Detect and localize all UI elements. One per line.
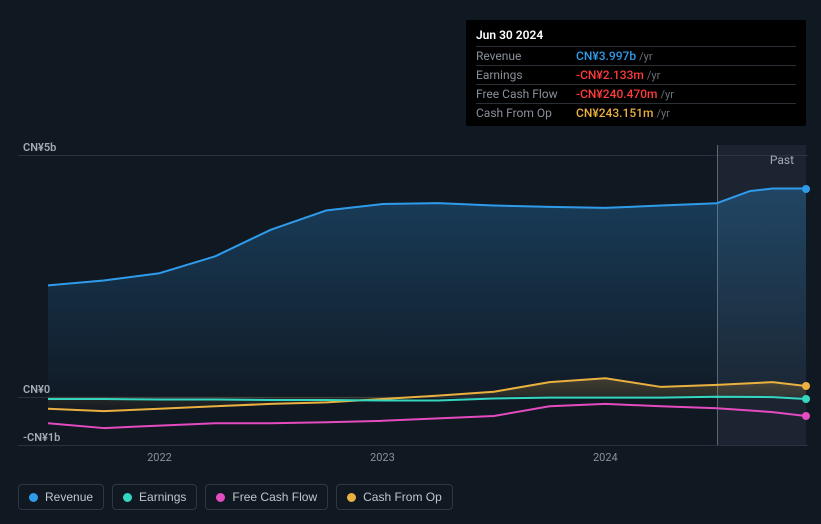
legend-item-cash_from_op[interactable]: Cash From Op bbox=[336, 484, 453, 510]
legend-item-revenue[interactable]: Revenue bbox=[18, 484, 104, 510]
tooltip-row-value: -CN¥240.470m bbox=[576, 87, 658, 101]
gridline bbox=[18, 445, 808, 446]
series-end-dot-free_cash_flow bbox=[802, 412, 810, 420]
tooltip-row-suffix: /yr bbox=[639, 50, 652, 63]
tooltip-row-label: Cash From Op bbox=[476, 106, 576, 120]
legend-dot-icon bbox=[123, 493, 132, 502]
tooltip-row: RevenueCN¥3.997b/yr bbox=[476, 46, 796, 65]
series-end-dot-revenue bbox=[802, 185, 810, 193]
legend-dot-icon bbox=[216, 493, 225, 502]
legend-item-label: Cash From Op bbox=[363, 490, 442, 504]
legend-item-label: Earnings bbox=[139, 490, 186, 504]
legend-item-free_cash_flow[interactable]: Free Cash Flow bbox=[205, 484, 328, 510]
x-axis-tick-label: 2024 bbox=[593, 451, 618, 485]
tooltip-row: Earnings-CN¥2.133m/yr bbox=[476, 65, 796, 84]
tooltip-row-label: Earnings bbox=[476, 68, 576, 82]
x-axis-tick-label: 2023 bbox=[370, 451, 395, 485]
series-end-dot-earnings bbox=[802, 395, 810, 403]
legend-item-label: Revenue bbox=[45, 490, 93, 504]
chart-area: CN¥5bCN¥0-CN¥1b Past 202220232024 bbox=[18, 120, 808, 465]
tooltip-card: Jun 30 2024 RevenueCN¥3.997b/yrEarnings-… bbox=[466, 20, 806, 126]
tooltip-row-label: Free Cash Flow bbox=[476, 87, 576, 101]
tooltip-row-suffix: /yr bbox=[661, 88, 674, 101]
tooltip-row-suffix: /yr bbox=[656, 107, 669, 120]
tooltip-row-value: CN¥243.151m bbox=[576, 106, 653, 120]
past-label: Past bbox=[770, 153, 794, 167]
tooltip-row-label: Revenue bbox=[476, 49, 576, 63]
tooltip-row-value: -CN¥2.133m bbox=[576, 68, 644, 82]
legend-item-label: Free Cash Flow bbox=[232, 490, 317, 504]
legend-dot-icon bbox=[347, 493, 356, 502]
series-area-revenue bbox=[48, 189, 806, 397]
plot-area[interactable]: Past bbox=[48, 145, 806, 445]
tooltip-date: Jun 30 2024 bbox=[476, 26, 796, 46]
legend-dot-icon bbox=[29, 493, 38, 502]
legend: Revenue Earnings Free Cash Flow Cash From O… bbox=[18, 484, 453, 510]
tooltip-row: Cash From OpCN¥243.151m/yr bbox=[476, 103, 796, 122]
tooltip-row: Free Cash Flow-CN¥240.470m/yr bbox=[476, 84, 796, 103]
series-end-dot-cash_from_op bbox=[802, 382, 810, 390]
y-axis-tick-label: CN¥0 bbox=[23, 383, 50, 396]
x-axis-tick-label: 2022 bbox=[147, 451, 172, 485]
legend-item-earnings[interactable]: Earnings bbox=[112, 484, 197, 510]
tooltip-row-suffix: /yr bbox=[647, 69, 660, 82]
chart-svg bbox=[48, 145, 806, 445]
tooltip-row-value: CN¥3.997b bbox=[576, 49, 636, 63]
